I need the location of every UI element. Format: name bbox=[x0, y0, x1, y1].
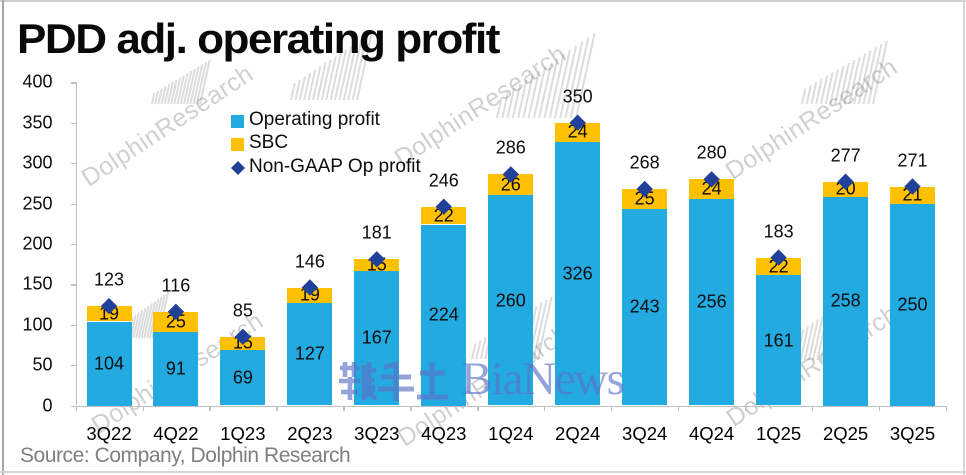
svg-text:BiaNews: BiaNews bbox=[461, 353, 624, 405]
